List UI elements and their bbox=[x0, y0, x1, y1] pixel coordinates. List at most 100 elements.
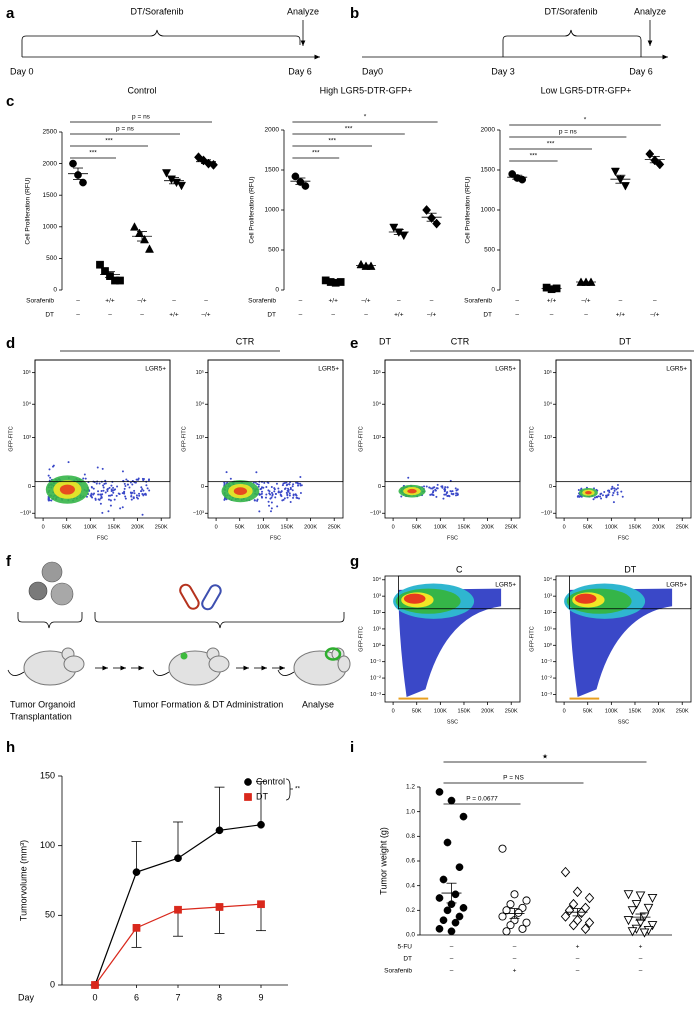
panel-label: d bbox=[6, 335, 15, 352]
y-tick-label: 0.4 bbox=[406, 882, 415, 889]
panel-label: i bbox=[350, 739, 354, 756]
density-dot bbox=[592, 498, 595, 501]
x-tick-label: 0 bbox=[215, 524, 218, 530]
density-core bbox=[574, 593, 597, 604]
density-dot bbox=[456, 492, 459, 495]
point bbox=[91, 981, 99, 989]
point bbox=[215, 903, 224, 911]
density-dot bbox=[428, 486, 431, 489]
point bbox=[627, 906, 638, 916]
gate bbox=[384, 359, 521, 483]
density-dot bbox=[288, 494, 291, 497]
tumor bbox=[324, 647, 342, 661]
density-dot bbox=[99, 497, 102, 500]
density-dot bbox=[98, 498, 101, 501]
density-dot bbox=[616, 493, 619, 496]
x-tick-label: 150K bbox=[108, 524, 121, 530]
brace bbox=[94, 612, 345, 629]
density-dot bbox=[434, 489, 437, 492]
tumor bbox=[180, 652, 188, 660]
y-tick-label: 10⁻² bbox=[541, 676, 552, 682]
y-tick-label: 10⁴ bbox=[373, 576, 382, 583]
density-dot bbox=[137, 478, 140, 481]
y-tick-label: 10⁻¹ bbox=[370, 659, 381, 665]
density-dot bbox=[606, 489, 609, 492]
density-dot bbox=[274, 492, 277, 495]
condition-label: – bbox=[576, 956, 580, 963]
density-dot bbox=[286, 496, 289, 499]
y-tick-label: 2000 bbox=[481, 127, 496, 134]
gate-label: LGR5+ bbox=[145, 366, 166, 373]
day-label: Day 6 bbox=[629, 66, 653, 76]
density-core bbox=[585, 491, 592, 495]
comparison-label: ★ bbox=[542, 753, 548, 761]
x-tick-label: 50K bbox=[583, 524, 593, 530]
x-tick-label: 200K bbox=[481, 708, 494, 714]
step-label: Tumor Organoid bbox=[10, 699, 75, 709]
density-dot bbox=[146, 487, 149, 490]
x-tick-label: 100K bbox=[434, 524, 447, 530]
density-dot bbox=[270, 501, 273, 504]
density-dot bbox=[124, 495, 127, 498]
density-dot bbox=[98, 482, 101, 485]
density-dot bbox=[613, 489, 616, 492]
condition-label: – bbox=[108, 312, 112, 319]
density-dot bbox=[279, 491, 282, 494]
density-dot bbox=[108, 486, 111, 489]
group-label: DT bbox=[619, 336, 631, 346]
y-axis-label: GFP-FITC bbox=[358, 626, 364, 651]
point bbox=[174, 905, 182, 914]
point bbox=[389, 223, 399, 233]
density-dot bbox=[299, 482, 302, 485]
point bbox=[584, 917, 595, 928]
density-dot bbox=[277, 490, 280, 493]
density-dot bbox=[142, 479, 145, 482]
condition-label: – bbox=[576, 968, 580, 975]
y-tick-label: 10³ bbox=[196, 435, 204, 441]
y-tick-label: 500 bbox=[46, 255, 57, 262]
day-label: Day 3 bbox=[491, 66, 515, 76]
point bbox=[291, 172, 300, 181]
density-dot bbox=[436, 487, 439, 490]
density-dot bbox=[223, 498, 226, 501]
point bbox=[439, 916, 448, 925]
density-dot bbox=[283, 497, 286, 500]
panel-label: h bbox=[6, 739, 15, 756]
y-axis-label: Tumor weight (g) bbox=[378, 827, 388, 895]
density-dot bbox=[112, 486, 115, 489]
density-dot bbox=[101, 467, 104, 470]
density-dot bbox=[50, 499, 53, 502]
condition-label: + bbox=[639, 944, 643, 951]
legend-label: Control bbox=[256, 776, 285, 786]
density-dot bbox=[141, 513, 144, 516]
density-dot bbox=[423, 485, 426, 488]
condition-label: –/+ bbox=[361, 298, 370, 305]
density-dot bbox=[93, 492, 96, 495]
y-tick-label: 10⁵ bbox=[196, 369, 204, 376]
y-tick-label: 2500 bbox=[43, 129, 58, 136]
density-dot bbox=[444, 486, 447, 489]
y-tick-label: 10³ bbox=[544, 594, 552, 600]
y-tick-label: 0.0 bbox=[406, 932, 415, 939]
group-label: CTR bbox=[451, 336, 470, 346]
plot-title: DT bbox=[624, 564, 636, 574]
density-dot bbox=[106, 488, 109, 491]
condition-label: – bbox=[513, 944, 517, 951]
density-dot bbox=[113, 498, 116, 501]
y-tick-label: 0.2 bbox=[406, 907, 415, 914]
density-dot bbox=[52, 464, 55, 467]
density-dot bbox=[99, 493, 102, 496]
x-tick-label: 150K bbox=[629, 524, 642, 530]
endpoint-label: Analyze bbox=[634, 6, 666, 16]
density-dot bbox=[455, 494, 458, 497]
density-dot bbox=[407, 476, 410, 479]
condition-name: Sorafenib bbox=[464, 298, 492, 305]
condition-name: Sorafenib bbox=[248, 298, 276, 305]
chart-title: Low LGR5-DTR-GFP+ bbox=[541, 85, 632, 95]
point bbox=[451, 918, 460, 927]
density-dot bbox=[135, 478, 138, 481]
density-dot bbox=[295, 496, 298, 499]
y-axis-label: Tumorvolume (mm³) bbox=[18, 840, 28, 921]
point bbox=[635, 891, 646, 901]
point bbox=[447, 796, 456, 805]
